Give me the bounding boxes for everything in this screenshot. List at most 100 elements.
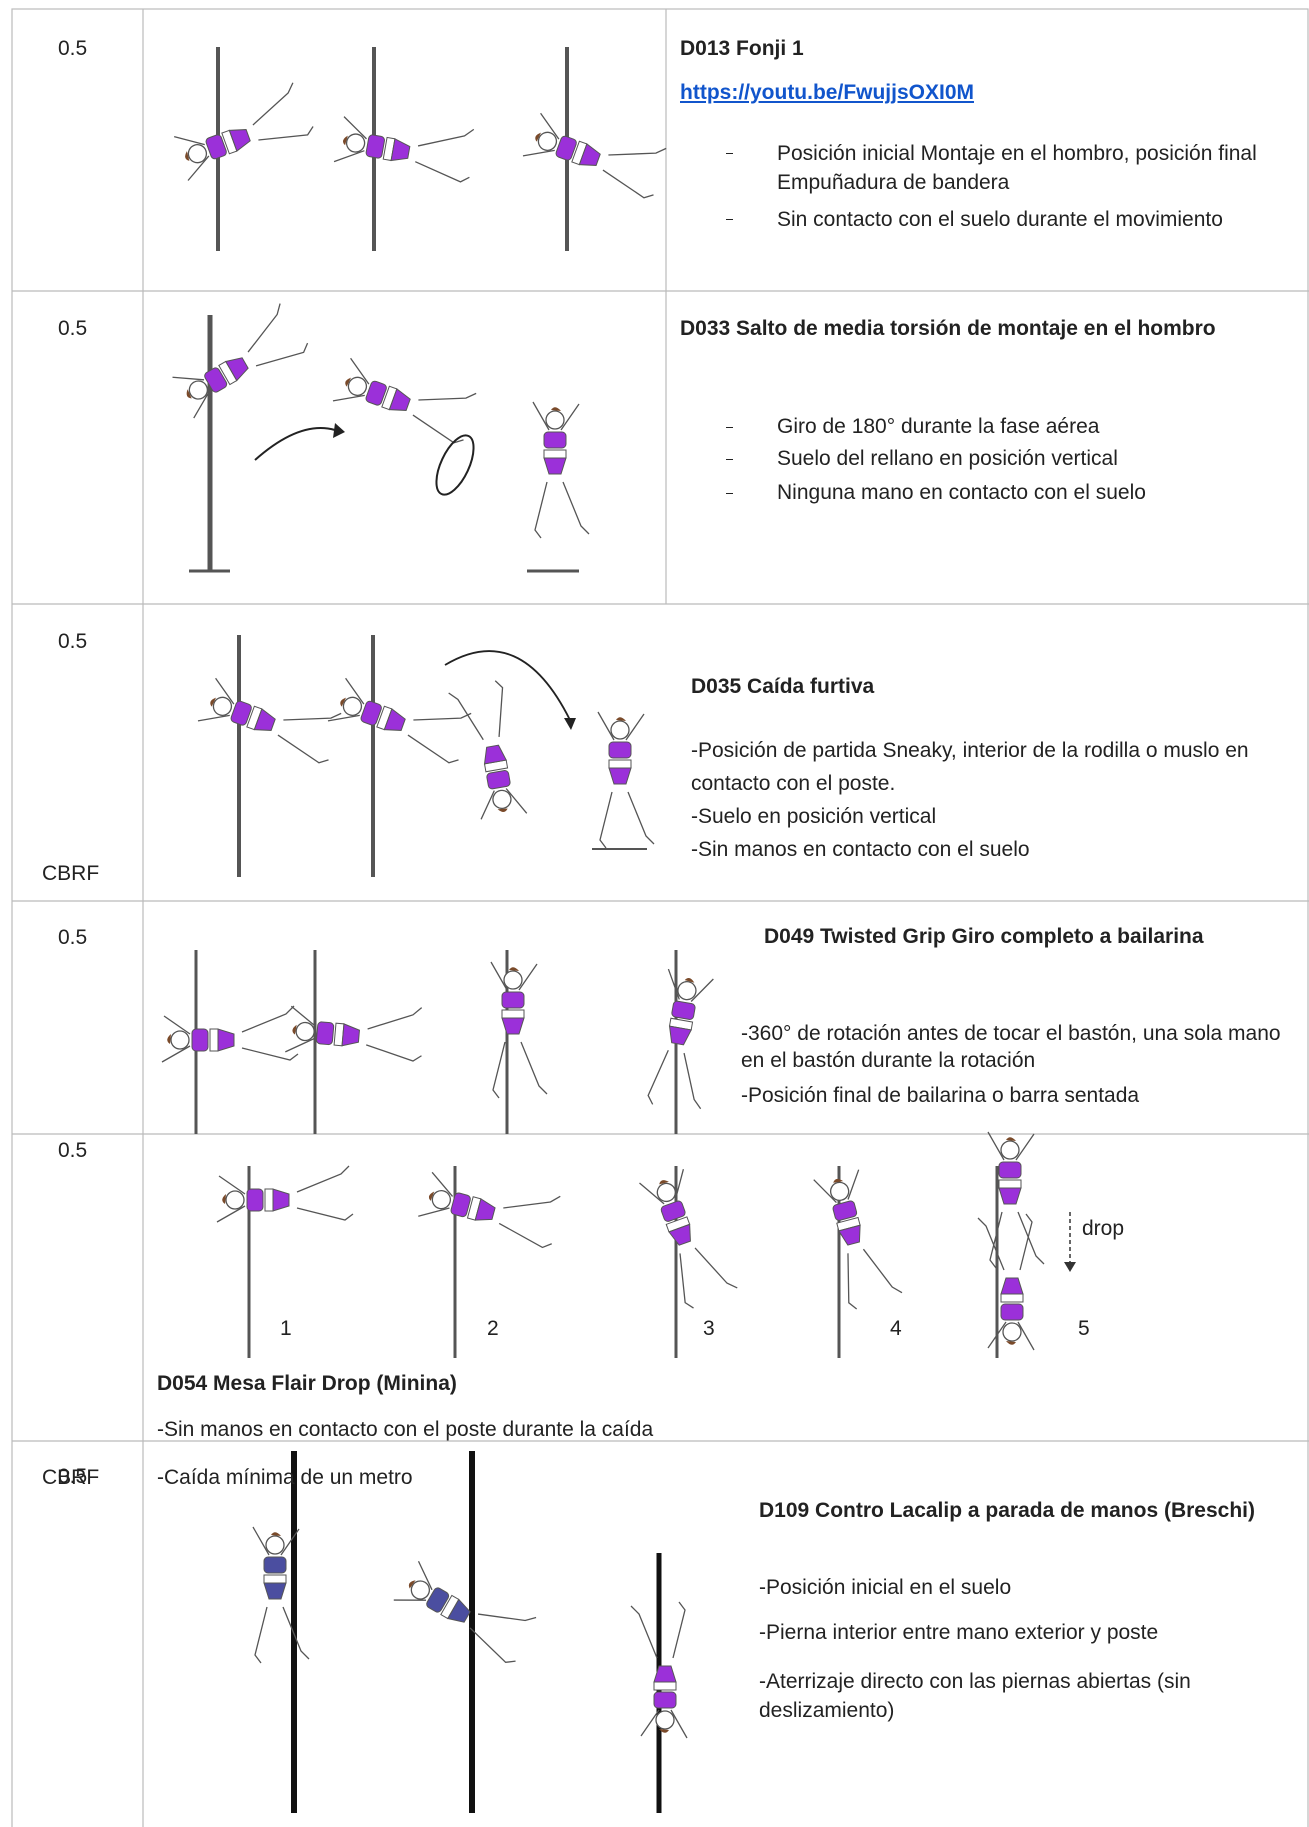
requirement: Posición inicial Montaje en el hombro, p…	[777, 142, 1257, 194]
figure-part	[660, 1200, 686, 1222]
figure	[161, 1005, 299, 1063]
figure-part	[555, 135, 577, 161]
requirement: -Pierna interior entre mano exterior y p…	[759, 1621, 1159, 1644]
figure-part	[285, 1005, 423, 1062]
figure-part	[832, 1200, 858, 1221]
figure	[597, 711, 655, 849]
figure-part	[408, 1580, 416, 1589]
figure-part	[1000, 1303, 1024, 1321]
figure-part	[428, 1191, 435, 1201]
table-border	[11, 8, 1309, 1827]
figure-part	[216, 1165, 354, 1223]
figure-part	[677, 980, 697, 1001]
figure-part	[474, 1198, 496, 1221]
figure-part	[501, 991, 525, 1009]
figure-part	[608, 741, 632, 759]
figure-part	[264, 1188, 274, 1212]
figure-part	[418, 1171, 561, 1249]
figure-part	[998, 1187, 1022, 1205]
figure-part	[230, 700, 252, 726]
requirement: Giro de 180° durante la fase aérea	[777, 415, 1100, 438]
figure-part	[653, 1681, 677, 1691]
figure-part	[263, 1574, 287, 1584]
figure-part	[813, 1169, 903, 1310]
requirement: -Sin manos en contacto con el poste dura…	[157, 1418, 654, 1441]
figure-part	[345, 377, 352, 387]
figure-part	[426, 1587, 450, 1613]
figure	[448, 680, 528, 820]
figure	[977, 1213, 1035, 1351]
figure-part	[188, 380, 209, 400]
figure-part	[210, 697, 217, 707]
figure-part	[492, 789, 512, 810]
figure-part	[659, 1729, 669, 1733]
figure-part	[829, 1181, 850, 1202]
figure	[418, 1171, 561, 1249]
figure-part	[217, 1028, 235, 1052]
figure-part	[315, 1021, 335, 1046]
figure-part	[197, 677, 342, 764]
bullet-dash	[726, 153, 733, 154]
figure-part	[656, 1182, 676, 1203]
figure-part	[228, 129, 251, 152]
figure-part	[271, 1532, 281, 1536]
figure-part	[543, 431, 567, 449]
requirement: -Sin manos en contacto con el suelo	[691, 838, 1030, 861]
figure	[174, 82, 314, 181]
arrow-head	[333, 423, 345, 438]
figure-part	[410, 1580, 431, 1600]
figure-part	[616, 717, 626, 721]
figure-part	[977, 1213, 1035, 1351]
figure-part	[1006, 1137, 1016, 1141]
figure-part	[186, 389, 192, 399]
figure-part	[630, 1601, 688, 1739]
figure-part	[272, 1188, 290, 1212]
figure-part	[998, 1161, 1022, 1179]
video-link[interactable]: https://youtu.be/FwujjsOXI0M	[680, 81, 974, 104]
figure	[393, 1560, 537, 1664]
figure-part	[246, 1188, 264, 1212]
figure	[987, 1131, 1045, 1269]
figure	[647, 968, 714, 1110]
figure-part	[987, 1131, 1045, 1269]
requirement: Ninguna mano en contacto con el suelo	[777, 481, 1146, 504]
figure-part	[222, 1194, 226, 1204]
figure	[216, 1165, 354, 1223]
requirement: -Posición final de bailarina o barra sen…	[741, 1084, 1140, 1107]
figure-part	[204, 367, 228, 393]
figure	[197, 677, 342, 764]
score: 0.5	[58, 630, 88, 653]
figure-part	[332, 357, 477, 444]
item-title: D013 Fonji 1	[680, 37, 804, 60]
figure-part	[522, 112, 667, 199]
item-title: D049 Twisted Grip Giro completo a bailar…	[764, 925, 1204, 948]
figure-part	[501, 1009, 525, 1019]
figure-part	[365, 380, 387, 406]
arrow	[254, 427, 336, 461]
figure-part	[174, 82, 314, 181]
figure-part	[610, 720, 630, 740]
requirement: -Posición inicial en el suelo	[759, 1576, 1012, 1599]
figure-part	[161, 1005, 299, 1063]
bullet-dash	[726, 459, 733, 460]
figure-part	[341, 1023, 360, 1047]
bullet-dash	[726, 493, 733, 494]
figure	[630, 1601, 688, 1739]
figure-part	[343, 135, 348, 146]
figure	[532, 401, 590, 539]
figure-part	[345, 133, 366, 153]
figure-part	[205, 134, 227, 160]
figure-part	[509, 967, 519, 971]
figure-part	[446, 1598, 471, 1623]
figure-part	[342, 696, 363, 716]
figure-part	[659, 1180, 669, 1185]
rotation-ring	[435, 434, 475, 496]
figure-part	[551, 407, 561, 411]
figure-part	[671, 1000, 696, 1020]
score: 0.5	[58, 317, 88, 340]
note: CBRF	[42, 862, 100, 885]
figure-part	[655, 1710, 675, 1730]
item-title: D054 Mesa Flair Drop (Minina)	[157, 1372, 457, 1395]
figure-part	[647, 968, 714, 1110]
